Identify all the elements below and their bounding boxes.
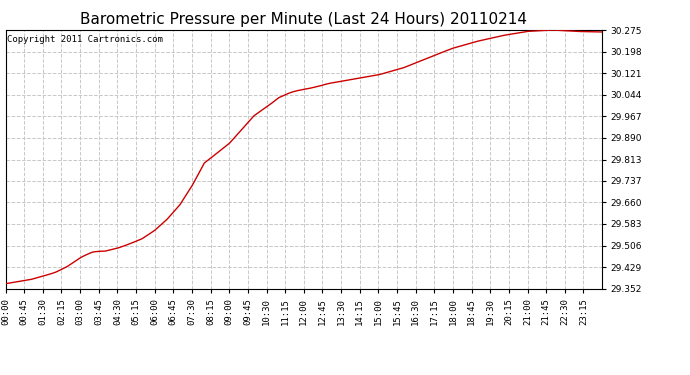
Title: Barometric Pressure per Minute (Last 24 Hours) 20110214: Barometric Pressure per Minute (Last 24 … xyxy=(80,12,527,27)
Text: Copyright 2011 Cartronics.com: Copyright 2011 Cartronics.com xyxy=(7,35,163,44)
